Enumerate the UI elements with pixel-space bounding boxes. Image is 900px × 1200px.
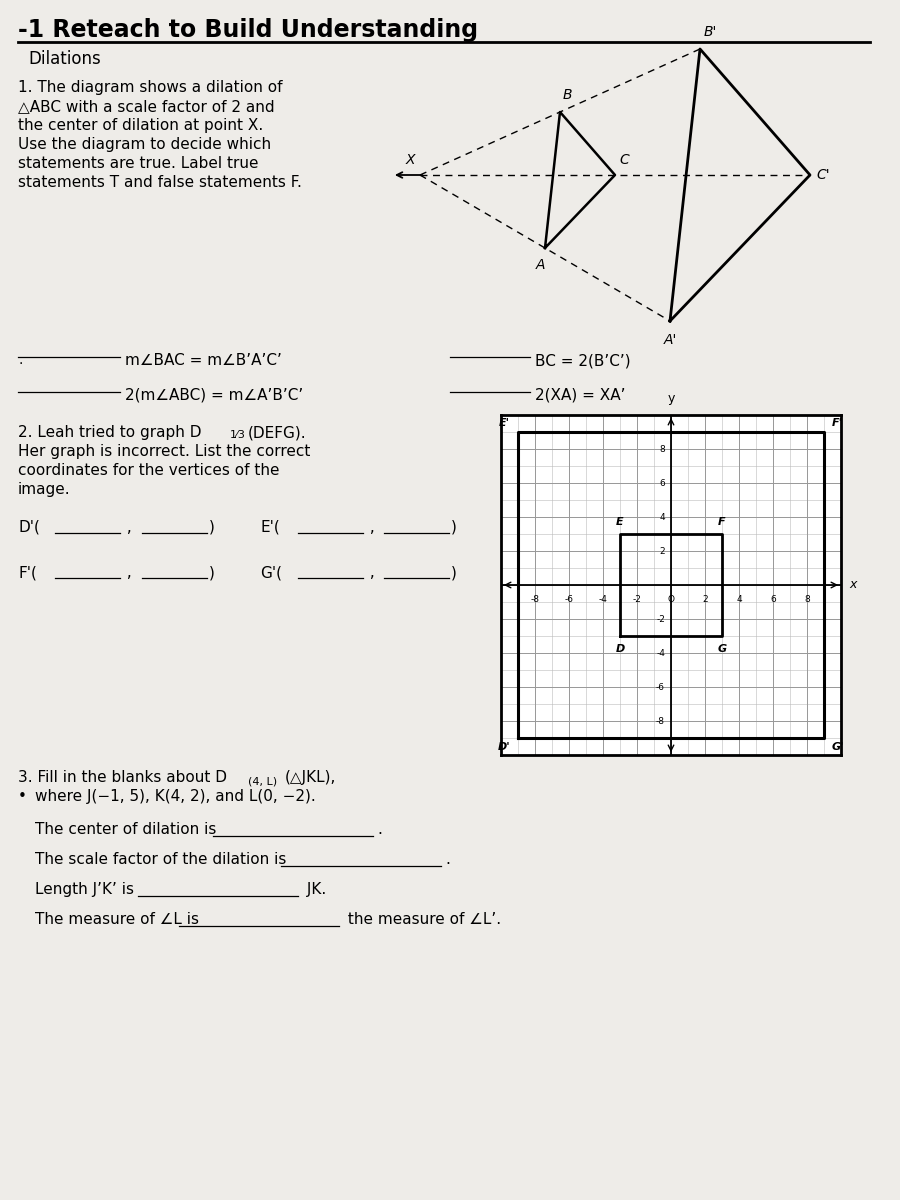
Text: (△JKL),: (△JKL), — [285, 770, 337, 785]
Text: ,: , — [365, 565, 374, 580]
Text: Length J’K’ is: Length J’K’ is — [35, 882, 134, 898]
Text: B: B — [563, 88, 572, 102]
Text: ,: , — [122, 520, 131, 535]
Text: -6: -6 — [564, 595, 573, 605]
Text: 6: 6 — [660, 479, 665, 487]
Text: 6: 6 — [770, 595, 776, 605]
Text: coordinates for the vertices of the: coordinates for the vertices of the — [18, 463, 280, 478]
Text: -2: -2 — [633, 595, 642, 605]
Text: statements T and false statements F.: statements T and false statements F. — [18, 175, 302, 190]
Text: ): ) — [451, 520, 457, 535]
Text: x: x — [850, 578, 857, 592]
Text: Dilations: Dilations — [28, 50, 101, 68]
Text: image.: image. — [18, 482, 70, 497]
Text: F': F' — [832, 419, 843, 428]
Text: 2(m∠ABC) = m∠A’B’C’: 2(m∠ABC) = m∠A’B’C’ — [125, 388, 303, 403]
Text: C': C' — [816, 168, 830, 182]
Text: .: . — [377, 822, 382, 838]
Text: 4: 4 — [736, 595, 742, 605]
Text: G'(: G'( — [260, 565, 282, 580]
Text: E: E — [616, 517, 624, 527]
Text: BC = 2(B’C’): BC = 2(B’C’) — [535, 353, 631, 368]
Text: △ABC with a scale factor of 2 and: △ABC with a scale factor of 2 and — [18, 98, 274, 114]
Text: B': B' — [704, 25, 717, 38]
Text: X: X — [406, 152, 415, 167]
Text: Use the diagram to decide which: Use the diagram to decide which — [18, 137, 271, 152]
Text: -1 Reteach to Build Understanding: -1 Reteach to Build Understanding — [18, 18, 478, 42]
Text: JK.: JK. — [302, 882, 327, 898]
Text: .: . — [18, 353, 22, 367]
Text: 2: 2 — [702, 595, 707, 605]
Text: ,: , — [365, 520, 374, 535]
Text: y: y — [667, 391, 675, 404]
Text: 1. The diagram shows a dilation of: 1. The diagram shows a dilation of — [18, 80, 283, 95]
Text: ,: , — [122, 565, 131, 580]
Text: ): ) — [209, 565, 215, 580]
Text: the center of dilation at point X.: the center of dilation at point X. — [18, 118, 263, 133]
Text: E': E' — [499, 419, 510, 428]
Text: O: O — [668, 595, 674, 605]
Text: 1⁄3: 1⁄3 — [230, 430, 246, 440]
Text: -8: -8 — [530, 595, 539, 605]
Text: A': A' — [663, 332, 677, 347]
Text: the measure of ∠L’.: the measure of ∠L’. — [343, 912, 501, 926]
Text: G: G — [717, 644, 726, 654]
Text: (DEFG).: (DEFG). — [248, 425, 307, 440]
Text: m∠BAC = m∠B’A’C’: m∠BAC = m∠B’A’C’ — [125, 353, 282, 368]
Text: ): ) — [451, 565, 457, 580]
Text: -2: -2 — [656, 614, 665, 624]
Text: The center of dilation is: The center of dilation is — [35, 822, 216, 838]
Text: 8: 8 — [660, 444, 665, 454]
Text: D'(: D'( — [18, 520, 40, 535]
Text: F: F — [718, 517, 725, 527]
Text: 3. Fill in the blanks about D: 3. Fill in the blanks about D — [18, 770, 227, 785]
Text: E'(: E'( — [260, 520, 280, 535]
Text: D: D — [616, 644, 625, 654]
Text: ): ) — [209, 520, 215, 535]
Text: .: . — [445, 852, 450, 866]
Text: •: • — [18, 790, 27, 804]
Text: 2: 2 — [660, 546, 665, 556]
Text: The scale factor of the dilation is: The scale factor of the dilation is — [35, 852, 286, 866]
Text: 8: 8 — [804, 595, 810, 605]
Text: 2(XA) = XA’: 2(XA) = XA’ — [535, 388, 626, 403]
Text: -8: -8 — [656, 716, 665, 726]
Text: -4: -4 — [656, 648, 665, 658]
Text: G': G' — [832, 742, 844, 751]
Text: D': D' — [498, 742, 510, 751]
Text: 4: 4 — [660, 512, 665, 522]
Text: -4: -4 — [598, 595, 608, 605]
Text: F'(: F'( — [18, 565, 37, 580]
Text: -6: -6 — [656, 683, 665, 691]
Text: (4, L): (4, L) — [248, 776, 277, 786]
Text: where J(−1, 5), K(4, 2), and L(0, −2).: where J(−1, 5), K(4, 2), and L(0, −2). — [35, 790, 316, 804]
Text: 2. Leah tried to graph D: 2. Leah tried to graph D — [18, 425, 202, 440]
Text: The measure of ∠L is: The measure of ∠L is — [35, 912, 199, 926]
Text: Her graph is incorrect. List the correct: Her graph is incorrect. List the correct — [18, 444, 310, 458]
Text: statements are true. Label true: statements are true. Label true — [18, 156, 258, 170]
Text: A: A — [536, 258, 544, 272]
Text: C: C — [619, 152, 629, 167]
